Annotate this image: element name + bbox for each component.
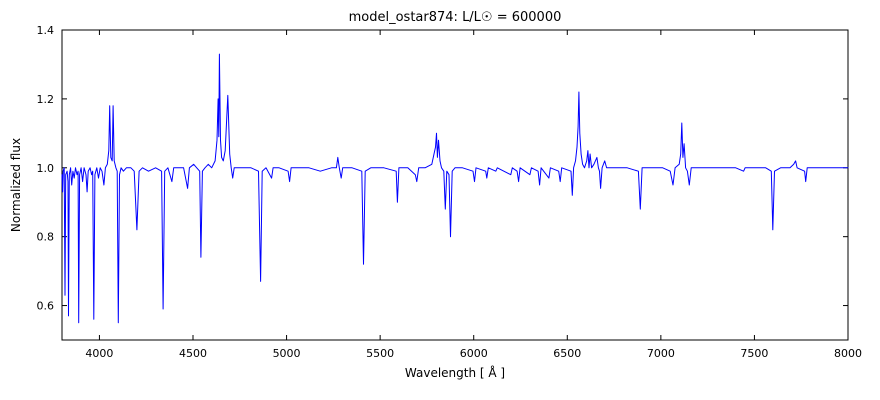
x-tick-label: 8000: [834, 347, 862, 360]
y-tick-label: 1.4: [37, 24, 55, 37]
x-tick-label: 5500: [366, 347, 394, 360]
x-axis-label: Wavelength [ Å ]: [404, 366, 506, 380]
x-tick-label: 5000: [273, 347, 301, 360]
x-tick-label: 4500: [179, 347, 207, 360]
y-tick-label: 1.2: [37, 93, 55, 106]
x-tick-label: 7000: [647, 347, 675, 360]
spectrum-line: [61, 53, 849, 324]
y-tick-label: 1.0: [37, 162, 55, 175]
x-tick-label: 6500: [553, 347, 581, 360]
x-tick-label: 6000: [460, 347, 488, 360]
y-tick-label: 0.6: [37, 300, 55, 313]
x-tick-label: 4000: [85, 347, 113, 360]
chart-title: model_ostar874: L/L☉ = 600000: [348, 10, 562, 25]
x-tick-label: 7500: [740, 347, 768, 360]
y-axis-label: Normalized flux: [9, 137, 23, 233]
y-tick-label: 0.8: [37, 231, 55, 244]
